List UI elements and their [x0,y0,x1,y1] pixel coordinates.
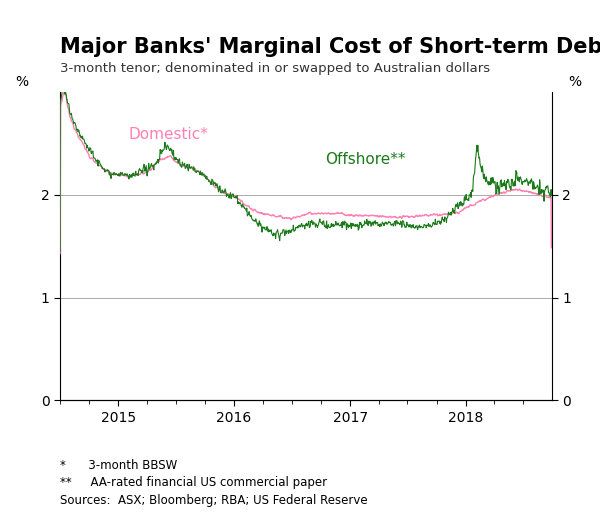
Text: *      3-month BBSW: * 3-month BBSW [60,459,177,472]
Text: %: % [16,75,29,89]
Text: Domestic*: Domestic* [128,127,208,142]
Text: 3-month tenor; denominated in or swapped to Australian dollars: 3-month tenor; denominated in or swapped… [60,63,490,75]
Text: Sources:  ASX; Bloomberg; RBA; US Federal Reserve: Sources: ASX; Bloomberg; RBA; US Federal… [60,494,368,506]
Text: Major Banks' Marginal Cost of Short-term Debt: Major Banks' Marginal Cost of Short-term… [60,37,600,57]
Text: **     AA-rated financial US commercial paper: ** AA-rated financial US commercial pape… [60,476,327,489]
Text: %: % [568,75,581,89]
Text: Offshore**: Offshore** [325,152,406,167]
